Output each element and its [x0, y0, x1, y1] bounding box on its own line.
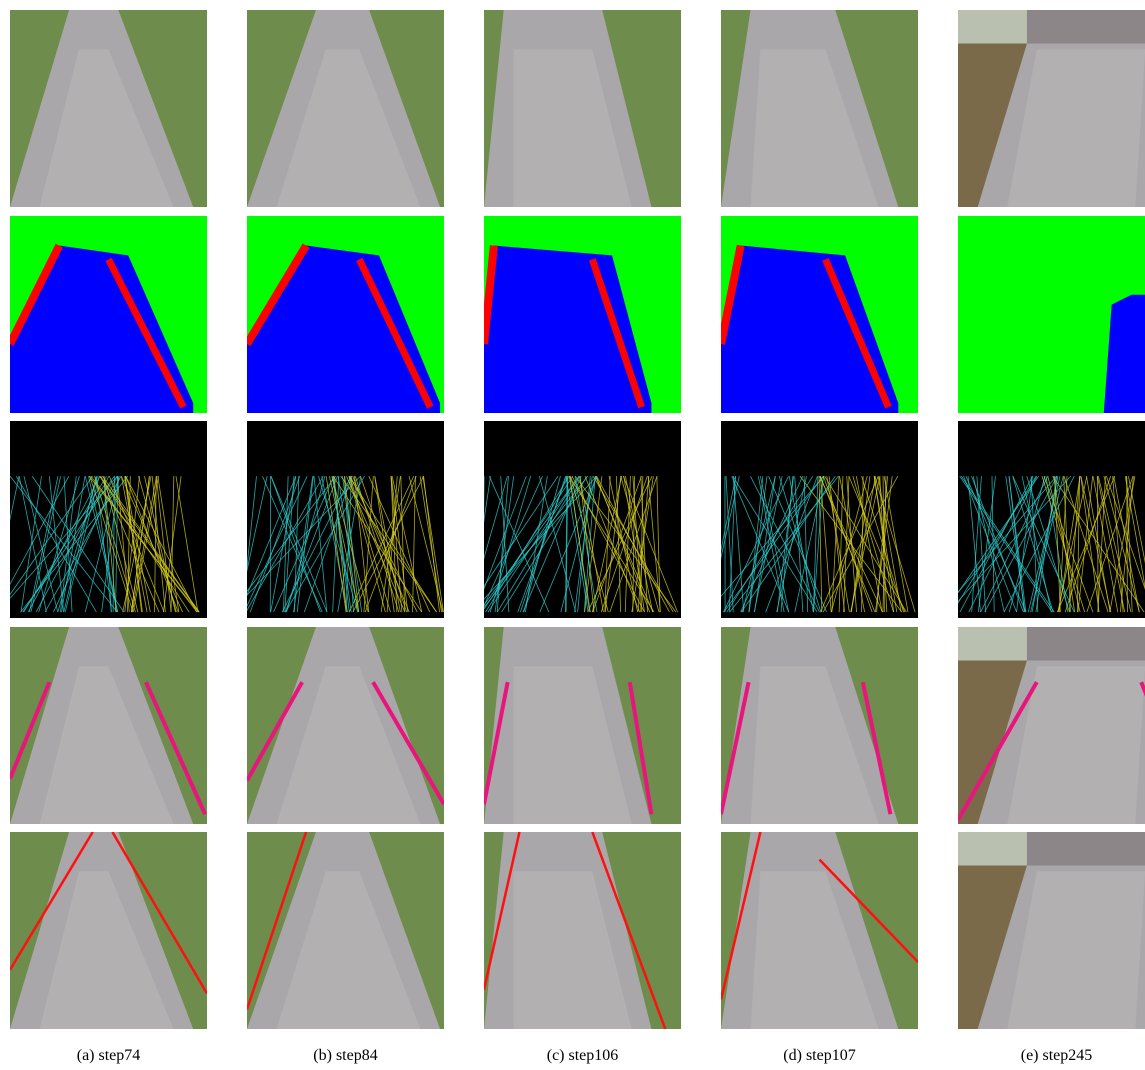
panel — [958, 627, 1145, 824]
far-grass — [958, 832, 1027, 865]
hough-bg — [721, 421, 918, 618]
panel — [10, 627, 207, 824]
panel — [484, 832, 681, 1029]
panel — [484, 216, 681, 413]
caption: (d) step107 — [783, 1047, 855, 1064]
far-grass — [958, 627, 1027, 660]
panel — [247, 832, 444, 1029]
caption: (b) step84 — [313, 1047, 377, 1064]
figure: (a) step74 (b) step84 (c) step106 (d) step1… — [0, 0, 1145, 1070]
caption: (a) step74 — [77, 1047, 141, 1064]
panel — [10, 216, 207, 413]
panel — [707, 421, 918, 618]
panel — [958, 10, 1145, 207]
panel — [247, 216, 444, 413]
panel — [941, 421, 1145, 618]
panel — [721, 832, 918, 1029]
panel — [484, 10, 681, 207]
panel — [721, 216, 918, 413]
panel — [484, 627, 681, 824]
panel — [466, 421, 681, 618]
caption: (e) step245 — [1021, 1047, 1093, 1064]
panel — [721, 627, 918, 824]
far-grass — [958, 10, 1027, 43]
panel — [721, 10, 918, 207]
hough-line — [482, 476, 484, 612]
panel — [10, 10, 207, 207]
panel — [231, 421, 444, 618]
caption: (c) step106 — [547, 1047, 619, 1064]
panel — [247, 10, 444, 207]
panel — [247, 627, 444, 824]
panel — [958, 832, 1145, 1029]
panel — [958, 216, 1145, 413]
panel — [10, 832, 207, 1029]
panel — [0, 421, 207, 618]
